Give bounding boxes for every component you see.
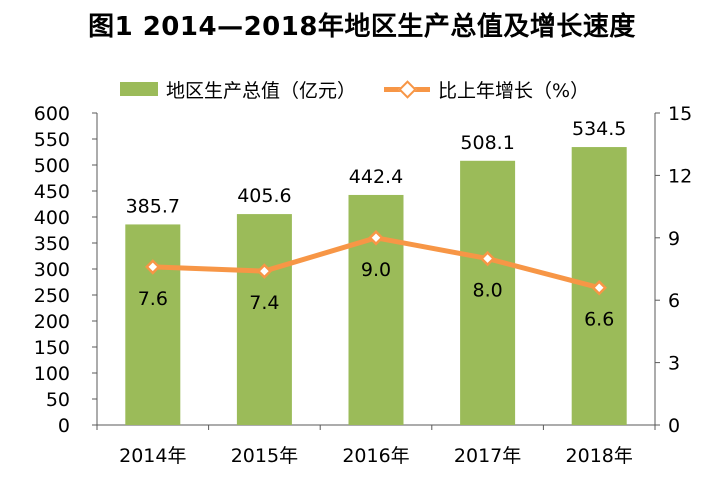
- bar: [460, 160, 516, 425]
- bars: [125, 147, 627, 425]
- tick-labels: 0 50 100 150 200 250 300 350 400 450 500 550 600 0 3 6 9…: [34, 103, 692, 467]
- legend-growth-label: 比上年增长（%）: [438, 79, 590, 102]
- growth-value-label: 7.4: [249, 292, 279, 314]
- left-tick-label: 250: [34, 285, 70, 307]
- bar-value-label: 442.4: [349, 166, 403, 188]
- growth-point-marker: [479, 250, 496, 267]
- growth-value-label: 6.6: [584, 309, 614, 331]
- x-tick-label: 2017年: [454, 445, 521, 467]
- legend-gdp-label: 地区生产总值（亿元）: [166, 79, 357, 102]
- left-tick-label: 300: [34, 259, 70, 281]
- growth-value-label: 9.0: [361, 259, 391, 281]
- legend-bar-swatch: [120, 82, 158, 96]
- bar-value-label: 405.6: [237, 185, 291, 207]
- right-tick-label: 6: [668, 290, 680, 312]
- growth-point-marker: [368, 230, 384, 246]
- x-tick-label: 2016年: [342, 445, 409, 467]
- left-tick-label: 450: [34, 181, 70, 203]
- left-tick-label: 350: [34, 233, 70, 255]
- left-tick-label: 600: [34, 103, 70, 125]
- bar-value-label: 508.1: [460, 132, 514, 154]
- left-tick-label: 550: [34, 129, 70, 151]
- left-tick-label: 150: [34, 337, 70, 359]
- bar-value-label: 385.7: [126, 195, 180, 217]
- legend-item-gdp: 地区生产总值（亿元）: [120, 76, 356, 103]
- right-tick-label: 12: [668, 165, 692, 187]
- bar-value-label: 534.5: [572, 118, 626, 140]
- left-tick-label: 500: [34, 155, 70, 177]
- left-tick-label: 200: [34, 311, 70, 333]
- bar: [125, 224, 181, 425]
- bar: [348, 194, 404, 425]
- x-tick-label: 2015年: [231, 445, 298, 467]
- growth-value-label: 7.6: [138, 288, 168, 310]
- legend-item-growth: 比上年增长（%）: [384, 76, 589, 103]
- right-tick-label: 3: [668, 353, 680, 375]
- growth-point-marker: [256, 263, 273, 279]
- right-tick-label: 9: [668, 228, 680, 250]
- line-labels: 7.6 7.4 9.0 8.0 6.6: [138, 259, 615, 331]
- legend: 地区生产总值（亿元） 比上年增长（%）: [120, 74, 617, 104]
- chart-title: 图1 2014—2018年地区生产总值及增长速度: [88, 12, 636, 42]
- growth-line: [145, 230, 607, 296]
- x-tick-label: 2014年: [119, 445, 186, 467]
- legend-line-swatch: [384, 80, 431, 99]
- x-tick-label: 2018年: [566, 445, 633, 467]
- bar-labels: 385.7 405.6 442.4 508.1 534.5: [126, 118, 627, 217]
- left-tick-label: 100: [34, 363, 70, 385]
- growth-value-label: 8.0: [472, 280, 502, 302]
- left-tick-label: 50: [46, 389, 70, 411]
- right-tick-label: 0: [668, 415, 680, 437]
- right-tick-label: 15: [668, 103, 692, 125]
- left-tick-label: 0: [58, 415, 70, 437]
- left-tick-label: 400: [34, 207, 70, 229]
- growth-point-marker: [591, 279, 607, 296]
- growth-point-marker: [145, 259, 161, 275]
- bar: [236, 214, 292, 425]
